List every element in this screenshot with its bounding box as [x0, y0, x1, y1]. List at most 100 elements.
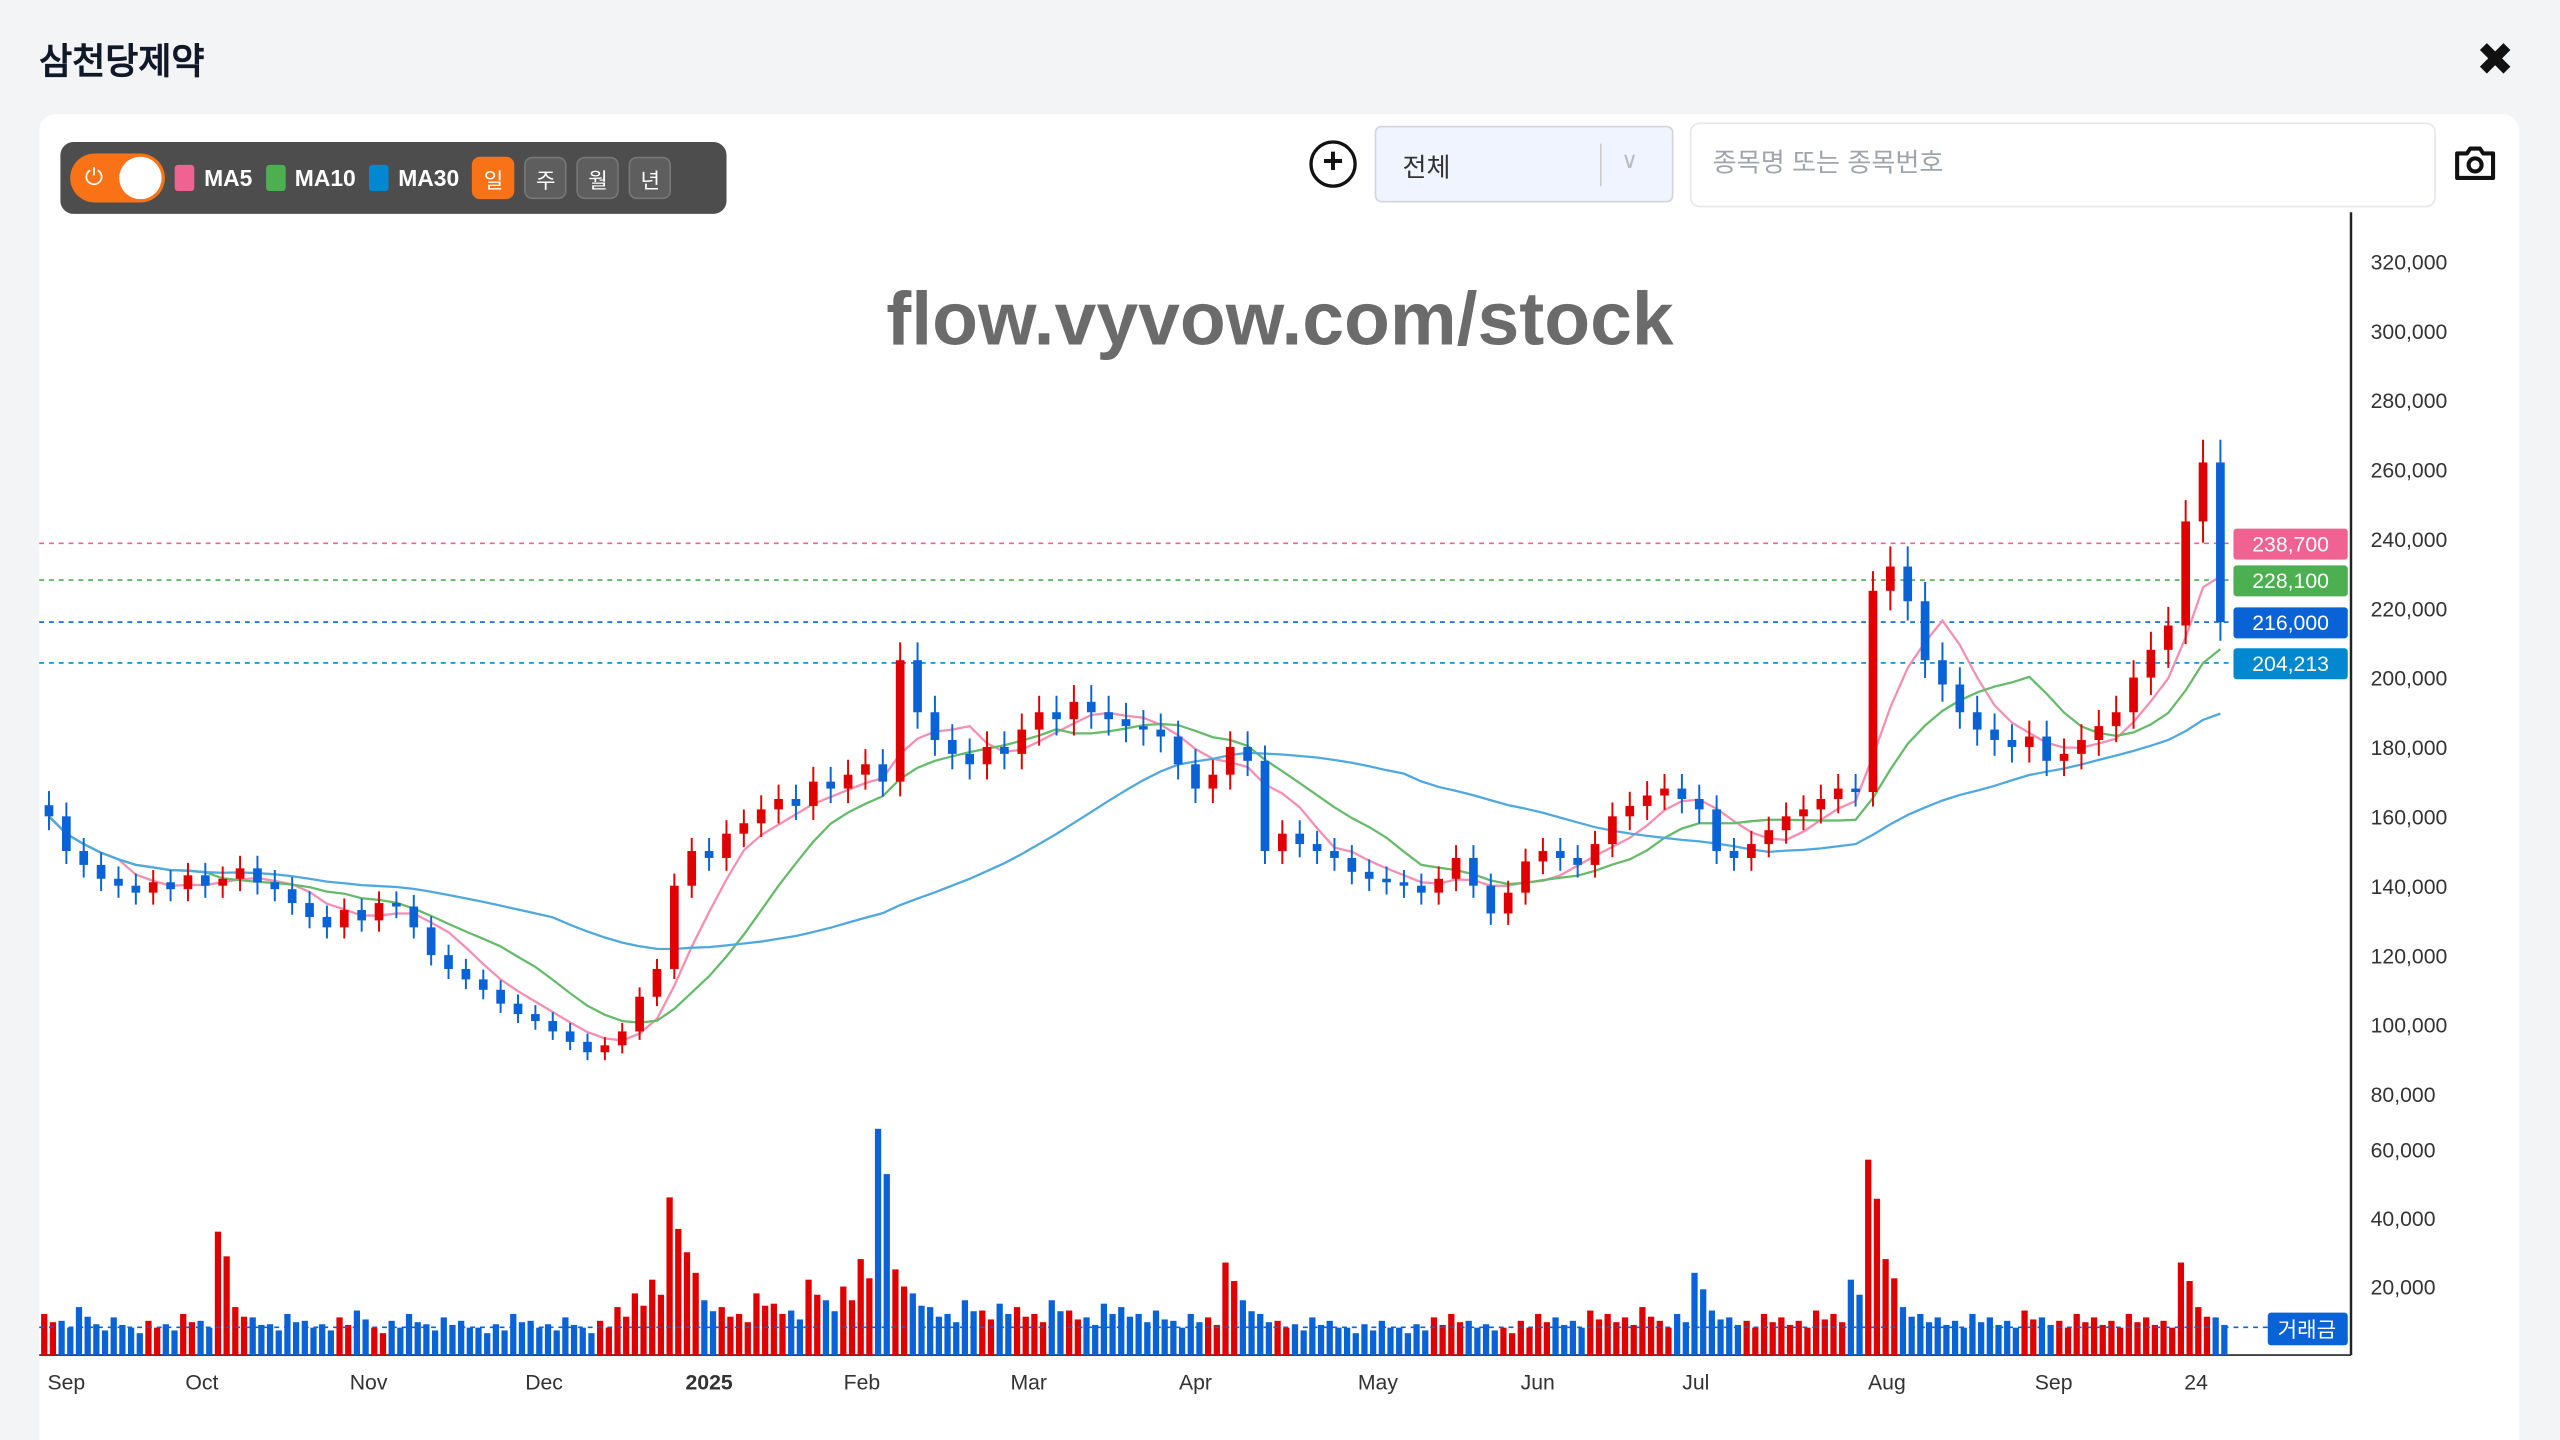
candle-body	[357, 909, 367, 921]
volume-bar	[1370, 1330, 1377, 1356]
candle-body	[1243, 746, 1252, 761]
stock-title: 삼천당제약	[39, 40, 205, 82]
volume-bar	[1639, 1307, 1646, 1356]
volume-bar	[1022, 1316, 1029, 1356]
volume-bar	[1109, 1313, 1116, 1356]
candle-body	[1538, 851, 1548, 862]
candle-body	[1278, 833, 1287, 852]
y-tick-label: 180,000	[2371, 737, 2448, 760]
candle-body	[756, 809, 766, 824]
candle-body	[1330, 851, 1339, 858]
price-label: 238,700	[2252, 533, 2329, 556]
volume-bar	[1873, 1198, 1881, 1356]
legend-ma5[interactable]: MA5	[174, 164, 252, 192]
volume-bar	[41, 1313, 48, 1356]
candle-body	[270, 882, 280, 890]
volume-bar	[310, 1327, 317, 1356]
x-tick-label: Jul	[1682, 1371, 1709, 1394]
y-tick-label: 200,000	[2371, 668, 2448, 691]
volume-bar	[701, 1300, 708, 1356]
x-tick-label: Jun	[1521, 1371, 1555, 1394]
volume-bar	[1882, 1259, 1889, 1356]
candle-body	[148, 882, 158, 893]
candle-body	[1434, 878, 1444, 893]
volume-bar	[1265, 1322, 1273, 1356]
volume-bar	[892, 1269, 899, 1356]
volume-bar	[214, 1231, 222, 1356]
volume-bar	[1161, 1319, 1168, 1356]
candle-body	[1972, 712, 1982, 730]
candle-body	[305, 903, 314, 917]
period-year-button[interactable]: 년	[629, 156, 672, 200]
candle-body	[1208, 774, 1218, 789]
candle-body	[1938, 660, 1947, 685]
volume-bar	[1257, 1313, 1264, 1356]
legend-ma10[interactable]: MA10	[265, 164, 356, 192]
volume-bar	[1578, 1327, 1585, 1356]
candle-body	[2094, 726, 2104, 740]
market-select[interactable]: 전체 ∨	[1374, 125, 1674, 203]
candle-body	[1712, 809, 1721, 852]
volume-bar	[2090, 1317, 2098, 1356]
volume-bar	[2221, 1324, 2228, 1356]
volume-bar	[2151, 1324, 2158, 1356]
candle-body	[1034, 712, 1044, 730]
candle-body	[1590, 844, 1600, 865]
volume-bar	[458, 1320, 465, 1356]
candle-body	[1121, 719, 1131, 727]
volume-bar	[1995, 1324, 2002, 1356]
volume-bar	[1665, 1327, 1672, 1356]
volume-bar	[1760, 1313, 1768, 1356]
period-week-button[interactable]: 주	[524, 156, 567, 200]
candle-body	[808, 781, 818, 806]
volume-bar	[1778, 1317, 1785, 1356]
volume-bar	[1552, 1317, 1559, 1356]
volume-bar	[1456, 1322, 1464, 1356]
ma30-line	[48, 712, 2221, 951]
volume-bar	[1283, 1327, 1290, 1356]
volume-bar	[1508, 1333, 1516, 1356]
camera-icon[interactable]	[2452, 144, 2498, 191]
candle-body	[704, 851, 714, 858]
candle-body	[2059, 753, 2069, 761]
candle-body	[1677, 788, 1687, 799]
volume-bar	[1404, 1333, 1412, 1356]
candle-body	[1225, 746, 1235, 775]
volume-bar	[1248, 1311, 1255, 1356]
period-day-button[interactable]: 일	[472, 156, 515, 200]
volume-bar	[953, 1322, 960, 1356]
volume-bar	[1300, 1330, 1307, 1356]
volume-bar	[1891, 1278, 1898, 1356]
volume-bar	[987, 1319, 995, 1356]
candle-body	[878, 764, 888, 782]
volume-bar	[1465, 1320, 1472, 1356]
stock-search-input[interactable]	[1689, 122, 2436, 208]
ma-toggle[interactable]: ⏻	[70, 153, 165, 203]
candle-body	[826, 781, 836, 789]
volume-bar	[1222, 1262, 1229, 1356]
volume-bar	[197, 1320, 204, 1356]
plus-circle-icon[interactable]: +	[1309, 140, 1357, 188]
ma10-line	[48, 648, 2222, 1024]
volume-bar	[918, 1305, 925, 1356]
volume-bar	[2177, 1262, 2185, 1356]
volume-bar	[961, 1300, 969, 1356]
candle-body	[496, 989, 505, 1004]
volume-bar	[883, 1174, 890, 1356]
candle-body	[339, 909, 349, 928]
candle-body	[1955, 684, 1965, 713]
period-month-button[interactable]: 월	[576, 156, 620, 200]
close-icon[interactable]: ✖	[2475, 34, 2515, 85]
volume-bar	[2021, 1310, 2028, 1356]
volume-bar	[275, 1330, 282, 1356]
volume-bar	[553, 1330, 560, 1356]
legend-ma30[interactable]: MA30	[368, 164, 459, 192]
x-tick-label: Mar	[1010, 1371, 1047, 1394]
volume-bar	[631, 1293, 638, 1356]
volume-bar	[1326, 1320, 1333, 1356]
candle-body	[1104, 712, 1113, 720]
candle-body	[774, 798, 783, 810]
candle-body	[1399, 882, 1409, 886]
volume-bar	[1682, 1322, 1689, 1356]
